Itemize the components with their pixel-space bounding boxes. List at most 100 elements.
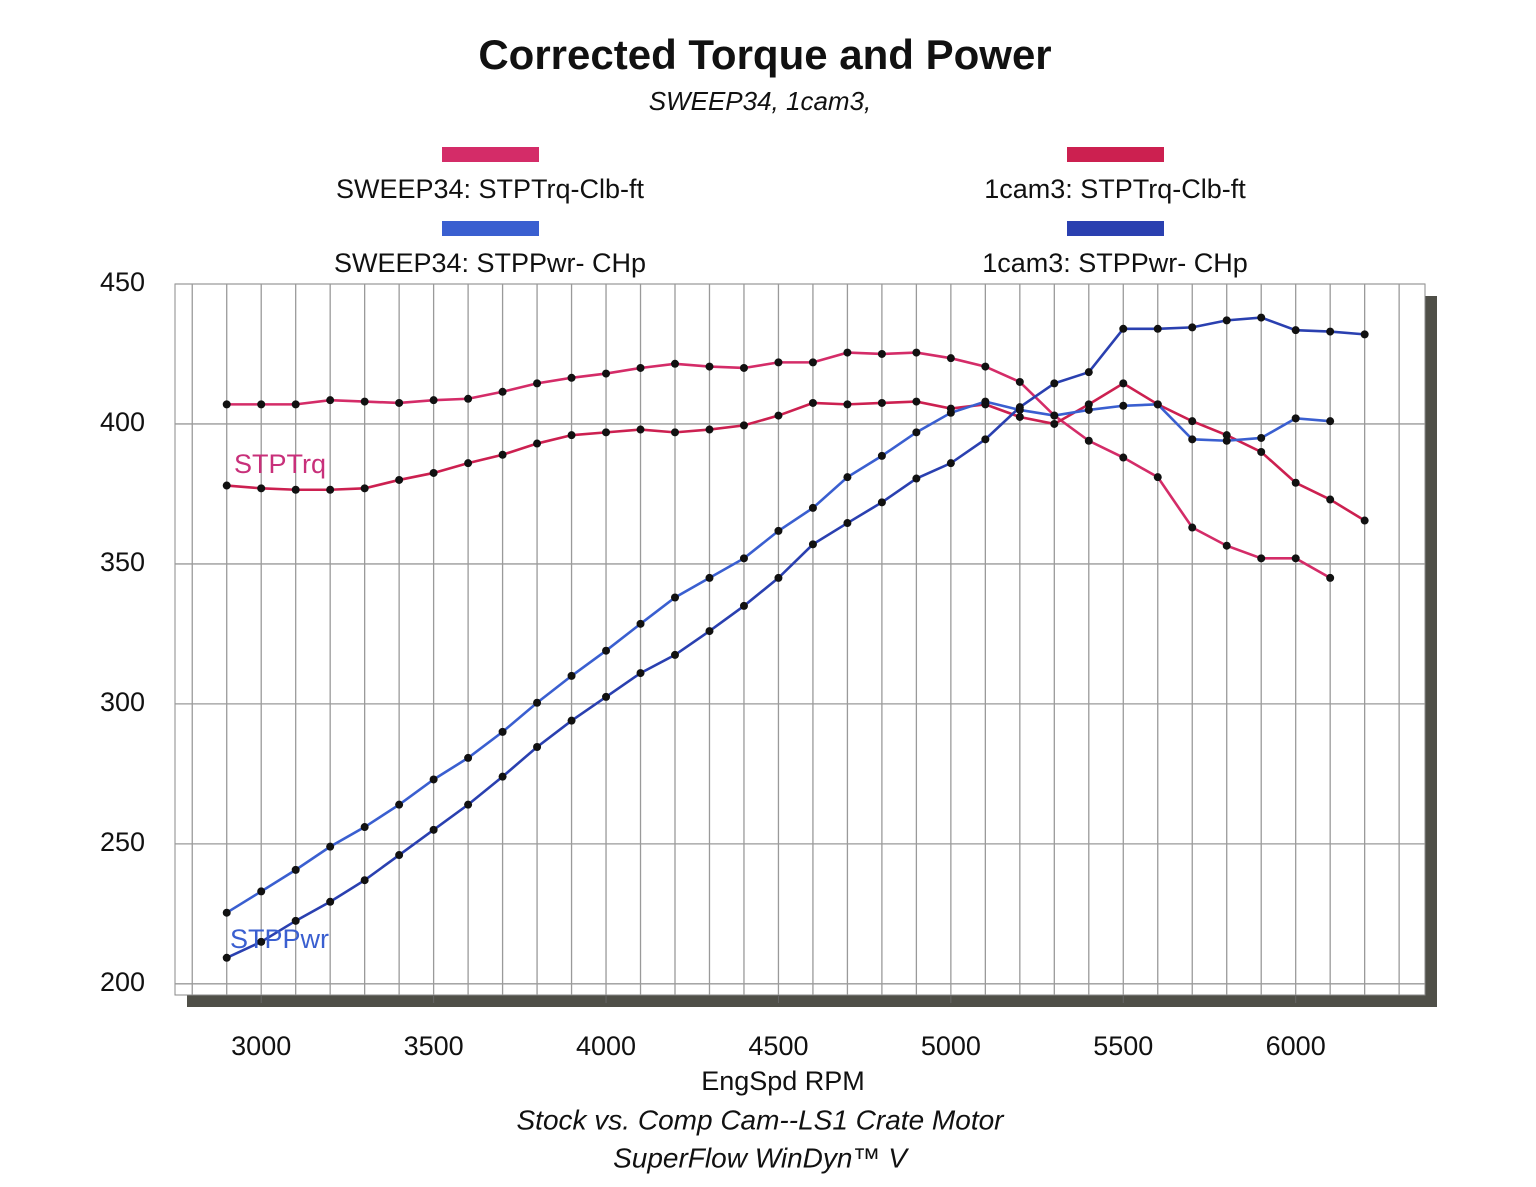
data-point xyxy=(533,379,542,388)
data-point xyxy=(222,953,231,962)
data-point xyxy=(774,411,783,420)
data-point xyxy=(1015,403,1024,412)
data-point xyxy=(912,348,921,357)
data-point xyxy=(671,428,679,437)
data-point xyxy=(602,369,611,378)
data-point xyxy=(1084,400,1093,409)
data-point xyxy=(877,451,886,460)
data-point xyxy=(1188,417,1197,426)
data-point xyxy=(533,439,542,448)
legend-label: 1cam3: STPPwr- CHp xyxy=(982,248,1248,278)
data-point xyxy=(567,716,576,725)
data-point xyxy=(912,474,921,483)
data-point xyxy=(257,937,266,946)
data-point xyxy=(257,400,266,409)
x-tick-label: 3000 xyxy=(231,1031,291,1061)
data-point xyxy=(636,425,645,434)
data-point xyxy=(1050,419,1059,428)
data-point xyxy=(808,358,817,367)
data-point xyxy=(774,526,783,535)
data-point xyxy=(602,428,611,437)
y-tick-label: 350 xyxy=(100,547,145,577)
data-point xyxy=(1291,414,1300,423)
data-point xyxy=(429,468,438,477)
legend-swatch xyxy=(1067,221,1164,236)
footnote: Stock vs. Comp Cam--LS1 Crate Motor xyxy=(516,1104,1005,1135)
data-point xyxy=(705,362,714,371)
x-tick-label: 5500 xyxy=(1093,1031,1153,1061)
data-point xyxy=(602,692,611,701)
legend-label: 1cam3: STPTrq-Clb-ft xyxy=(984,174,1246,204)
legend-swatch xyxy=(1067,147,1164,162)
data-point xyxy=(464,459,473,468)
data-point xyxy=(429,396,438,405)
data-point xyxy=(705,627,714,636)
data-point xyxy=(808,503,817,512)
data-point xyxy=(326,897,335,906)
data-point xyxy=(1222,436,1231,445)
series-line xyxy=(226,316,1365,959)
data-point xyxy=(774,573,783,582)
data-point xyxy=(912,428,921,437)
data-point xyxy=(705,425,714,434)
data-point xyxy=(1188,435,1197,444)
data-point xyxy=(1257,313,1266,322)
data-point xyxy=(739,421,748,430)
data-point xyxy=(1153,400,1162,409)
data-point xyxy=(291,916,300,925)
chart-title: Corrected Torque and Power xyxy=(478,31,1051,78)
data-point xyxy=(1119,324,1128,333)
data-point xyxy=(1222,316,1231,325)
data-point xyxy=(1119,453,1128,462)
legend-label: SWEEP34: STPTrq-Clb-ft xyxy=(336,174,645,204)
data-point xyxy=(1153,473,1162,482)
data-point xyxy=(464,753,473,762)
data-point xyxy=(1326,573,1335,582)
data-point xyxy=(808,398,817,407)
data-point xyxy=(533,698,542,707)
data-point xyxy=(1050,379,1059,388)
annotation: STPPwr xyxy=(230,924,329,954)
data-point xyxy=(774,358,783,367)
data-point xyxy=(326,842,335,851)
y-tick-label: 250 xyxy=(100,827,145,857)
data-point xyxy=(636,619,645,628)
data-point xyxy=(877,498,886,507)
data-point xyxy=(1015,377,1024,386)
data-point xyxy=(877,349,886,358)
data-point xyxy=(1291,554,1300,563)
data-point xyxy=(843,519,852,528)
data-point xyxy=(498,450,507,459)
data-point xyxy=(222,400,231,409)
data-point xyxy=(981,435,990,444)
data-point xyxy=(981,397,990,406)
data-point xyxy=(360,397,369,406)
data-point xyxy=(843,400,852,409)
data-point xyxy=(1084,368,1093,377)
data-point xyxy=(498,387,507,396)
data-point xyxy=(739,554,748,563)
data-point xyxy=(1153,324,1162,333)
data-point xyxy=(291,485,300,494)
data-point xyxy=(222,481,231,490)
data-point xyxy=(1050,411,1059,420)
legend-swatch xyxy=(442,147,539,162)
data-point xyxy=(395,800,404,809)
chart-subtitle: SWEEP34, 1cam3, xyxy=(649,86,872,116)
data-point xyxy=(395,851,404,860)
data-point xyxy=(1119,379,1128,388)
data-point xyxy=(1291,478,1300,487)
data-point xyxy=(981,362,990,371)
series-line xyxy=(226,381,1366,522)
data-point xyxy=(1188,523,1197,532)
data-point xyxy=(360,876,369,885)
data-point xyxy=(843,348,852,357)
data-point xyxy=(291,865,300,874)
data-point xyxy=(705,573,714,582)
data-point xyxy=(498,727,507,736)
data-point xyxy=(1084,405,1093,414)
data-point xyxy=(636,363,645,372)
data-point xyxy=(429,775,438,784)
data-point xyxy=(1084,436,1093,445)
